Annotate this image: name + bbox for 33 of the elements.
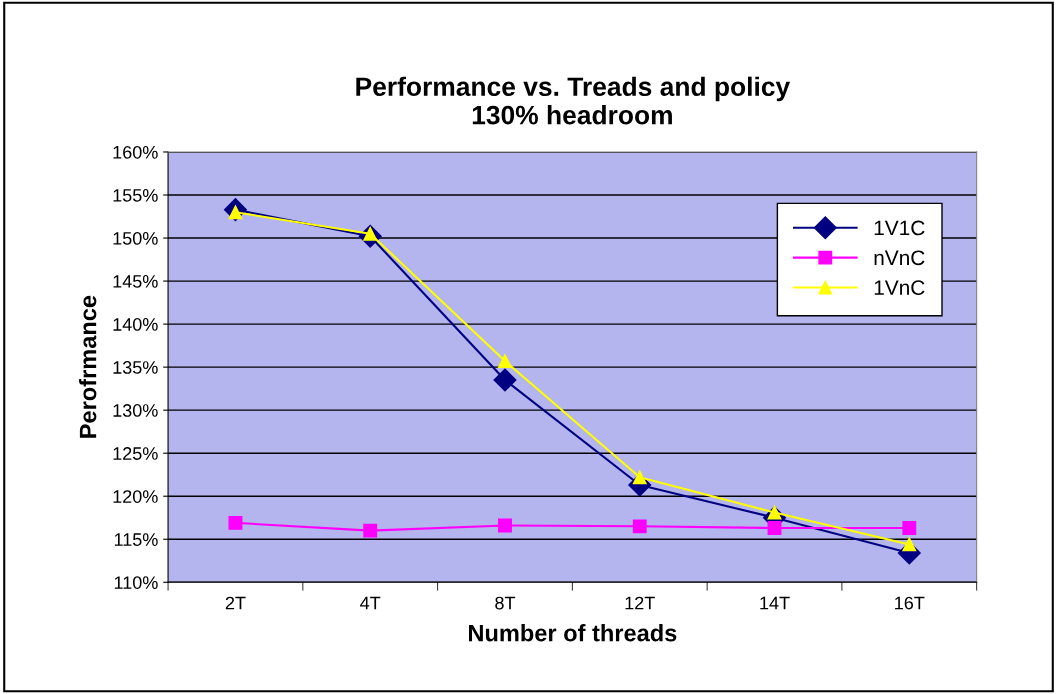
y-tick-label: 135% [113,361,158,374]
x-tick-label: 4T [360,596,381,610]
y-tick-label: 155% [113,189,158,202]
y-tick-label: 140% [113,318,158,331]
point [363,523,378,538]
y-tick-label: 125% [113,447,158,460]
point [902,521,917,535]
x-tick-label: 14T [760,596,790,610]
y-tick-label: 120% [113,490,158,503]
y-axis-title: Perofrmance [79,295,97,438]
x-tick-label: 8T [495,596,516,610]
x-tick-label: 12T [625,596,655,610]
y-tick-label: 130% [113,404,158,417]
x-tick-label: 2T [225,596,246,610]
y-tick-label: 160% [113,145,158,159]
point [493,368,517,392]
y-tick-label: 115% [114,533,158,546]
y-tick-label: 110% [114,576,158,589]
point [632,470,647,485]
x-axis-title: Number of threads [469,624,677,642]
point [498,354,512,369]
point [767,521,782,535]
legend-label: nVnC [874,250,925,266]
point [498,518,512,533]
y-tick-label: 150% [113,231,158,245]
legend-label: 1VnC [874,280,925,295]
legend-label: 1V1C [874,220,925,236]
point [902,537,917,552]
point [632,519,647,534]
chart-title: Performance vs. Treads and policy 130% headroom [356,76,791,125]
y-tick-label: 145% [113,275,158,288]
x-tick-label: 16T [895,596,925,610]
point [228,515,243,530]
